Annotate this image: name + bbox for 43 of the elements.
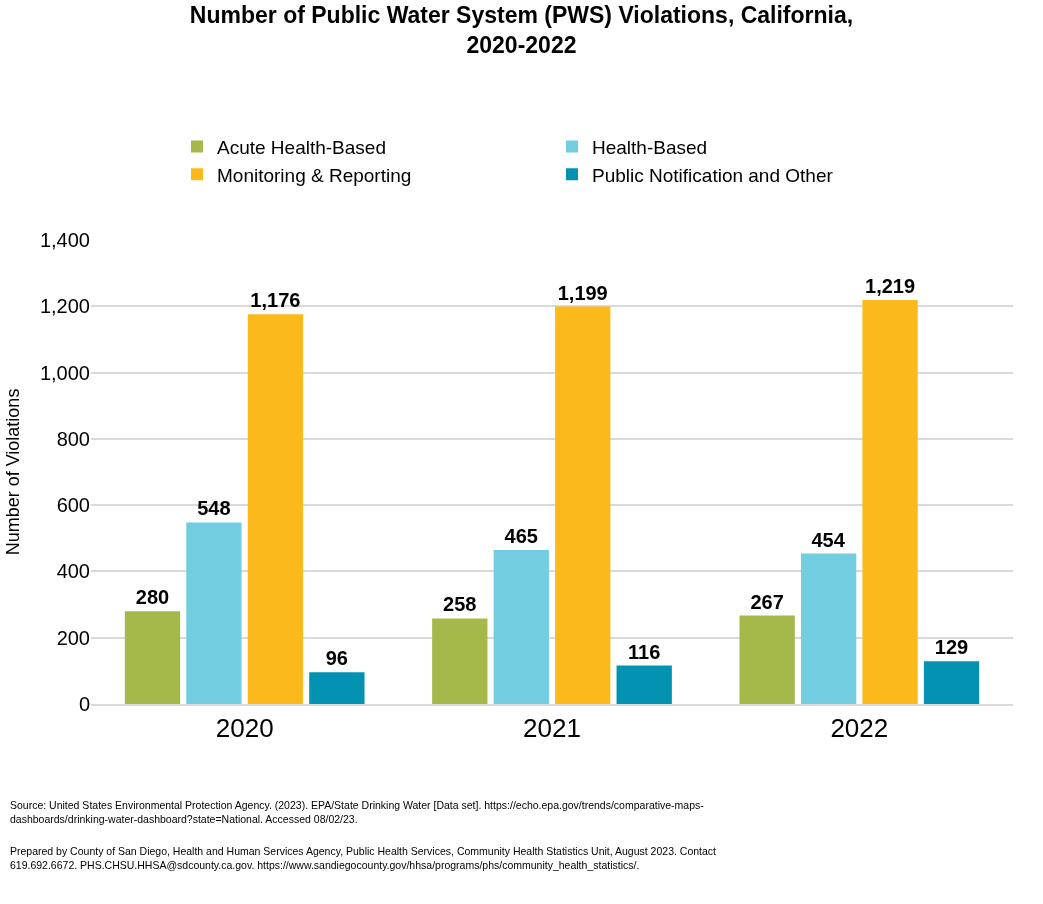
x-tick-label: 2022 (830, 712, 889, 743)
bar (555, 306, 611, 704)
source-note: Source: United States Environmental Protection Agency. (2023). EPA/State Drinking Water [Data set]. https://echo.epa.gov/trends/comparative-maps- dashboards/drinking-water-dashboard?state=National. Accessed 08/02/23. (10, 799, 705, 825)
legend-label: Acute Health-Based (217, 136, 386, 158)
data-label: 1,219 (865, 274, 916, 297)
bar (432, 618, 488, 704)
data-label: 1,176 (250, 289, 301, 312)
data-label: 1,199 (557, 281, 608, 304)
bar (309, 672, 365, 704)
bar (616, 665, 672, 704)
bar (247, 314, 304, 704)
data-label: 280 (135, 586, 170, 609)
y-tick-label: 200 (56, 626, 90, 649)
bar (124, 611, 181, 704)
legend-label: Monitoring & Reporting (217, 164, 412, 186)
bar (800, 553, 857, 704)
data-label: 96 (325, 647, 348, 670)
x-tick-label: 2021 (523, 712, 581, 743)
y-tick-label: 1,200 (39, 295, 90, 318)
x-tick-label: 2020 (215, 712, 274, 743)
bar (186, 522, 242, 704)
legend-label: Health-Based (592, 136, 708, 158)
y-tick-label: 400 (56, 560, 90, 583)
bar (923, 661, 980, 704)
data-label: 129 (934, 636, 969, 659)
bar (739, 615, 795, 704)
text: Prepared by County of San Diego, Health and Human Services Agency, Public Health Services, Community Health Statistics Unit, August 2023. Contact 619.692.6672. PHS.CHSU.HHSA@sdcounty.ca.gov. https://www.sandiegocounty.gov/hhsa/programs/phs/community_health_statistics/. (10, 845, 717, 871)
y-tick-label: 800 (56, 427, 90, 450)
y-tick-label: 0 (78, 693, 90, 715)
y-axis-title: Number of Violations (3, 388, 24, 556)
bar (862, 299, 918, 704)
data-label: 116 (628, 640, 661, 663)
data-label: 267 (750, 590, 784, 613)
y-tick-label: 1,400 (39, 229, 90, 251)
chart-title: Number of Public Water System (PWS) Violations, California, 2020-2022 (189, 1, 854, 58)
data-label: 454 (811, 528, 846, 551)
data-label: 548 (197, 497, 231, 520)
data-label: 258 (443, 593, 477, 616)
legend-label: Public Notification and Other (592, 164, 834, 186)
data-label: 465 (504, 524, 538, 547)
y-tick-label: 1,000 (39, 361, 90, 384)
bar (493, 549, 549, 704)
y-tick-label: 600 (56, 494, 90, 517)
